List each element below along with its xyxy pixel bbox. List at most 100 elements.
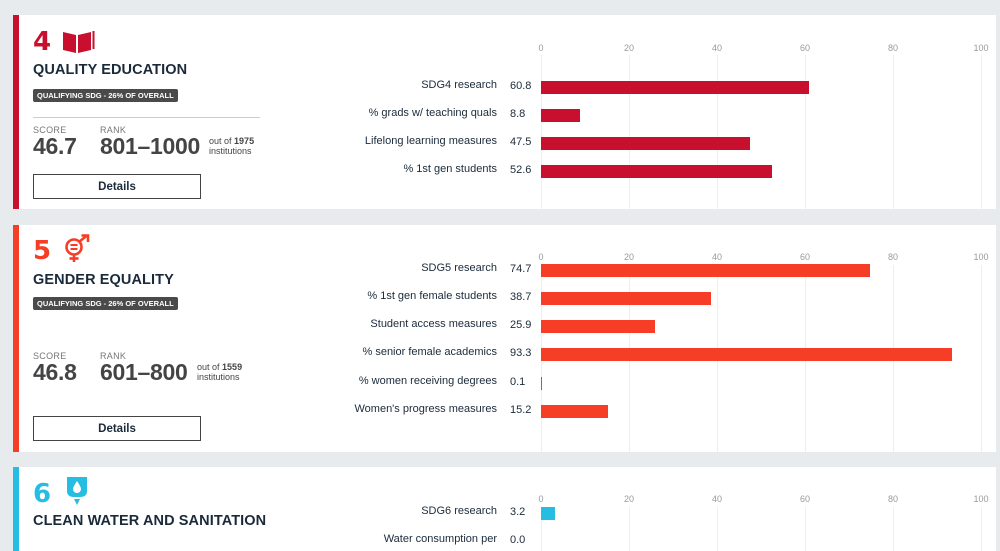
out-of-suffix: institutions [197,372,240,382]
category-label: % grads w/ teaching quals [368,107,497,119]
axis-tick-label: 100 [973,43,989,53]
axis-tick-label: 80 [887,494,899,504]
out-of-count: 1559 [222,362,243,372]
water-drop-icon [66,476,88,511]
axis-tick-label: 80 [887,252,899,262]
value-label: 25.9 [510,319,532,331]
bar [541,320,655,333]
gridline [893,55,894,209]
details-button[interactable]: Details [33,174,201,199]
gender-equality-icon [63,234,93,269]
sdg-number: 5 [33,236,52,266]
gridline [981,507,982,551]
gridline [541,55,542,209]
score-label: SCORE [33,125,67,135]
value-label: 0.1 [510,376,526,388]
rank-value: 801–1000 [100,133,200,159]
sdg-number: 4 [33,27,52,57]
rank-value: 601–800 [100,359,188,385]
axis-tick-label: 0 [538,494,544,504]
value-label: 15.2 [510,404,532,416]
value-label: 52.6 [510,164,532,176]
bar [541,81,809,94]
bar [541,507,556,520]
category-label: % women receiving degrees [358,375,497,387]
rank-out-of: out of 1975 institutions [209,136,254,156]
sdg-card-gender-equality: 5 GENDER EQUALITY QUALIFYING SDG - 26% O… [13,225,996,452]
category-label: SDG6 research [421,505,497,517]
value-label: 93.3 [510,347,532,359]
details-button[interactable]: Details [33,416,201,441]
gridline [717,507,718,551]
axis-tick-label: 60 [799,252,811,262]
bar-chart-sdg6: 0 20 40 60 80 100 SDG6 research 3.2 Water consum… [19,467,996,551]
bar [541,264,870,277]
score-value: 46.7 [33,133,77,159]
category-label: Women's progress measures [354,403,497,415]
value-label: 74.7 [510,263,532,275]
gridline [717,55,718,209]
gridline [541,507,542,551]
bar [541,109,580,122]
category-label: Lifelong learning measures [364,135,497,147]
axis-tick-label: 40 [711,252,723,262]
bar [541,137,750,150]
axis-tick-label: 80 [887,43,899,53]
category-label: SDG5 research [421,262,497,274]
score-label: SCORE [33,351,67,361]
rank-out-of: out of 1559 institutions [197,362,242,382]
sdg-number: 6 [33,479,52,509]
bar [541,292,712,305]
axis-tick-label: 20 [623,494,635,504]
out-of-prefix: out of [197,362,220,372]
open-book-icon [61,29,95,60]
rank-label: RANK [100,351,127,361]
rank-label: RANK [100,125,127,135]
bar [541,348,952,361]
axis-tick-label: 0 [538,43,544,53]
bar [541,377,542,390]
category-label: Water consumption per [383,533,497,545]
bar [541,405,608,418]
axis-tick-label: 20 [623,252,635,262]
divider [33,117,260,118]
bar-chart-sdg5: 0 20 40 60 80 100 SDG5 research 74.7 % 1st gen f… [19,225,996,452]
qualifying-badge: QUALIFYING SDG - 26% OF OVERALL [33,297,178,310]
category-label: Student access measures [370,318,497,330]
gridline [893,507,894,551]
value-label: 8.8 [510,108,526,120]
axis-tick-label: 40 [711,43,723,53]
gridline [629,507,630,551]
gridline [805,507,806,551]
out-of-count: 1975 [234,136,255,146]
score-value: 46.8 [33,359,77,385]
sdg-title: CLEAN WATER AND SANITATION [33,513,267,529]
sdg-card-clean-water: 6 CLEAN WATER AND SANITATION 0 20 40 60 80 10… [13,467,996,551]
value-label: 60.8 [510,80,532,92]
axis-tick-label: 100 [973,252,989,262]
bar-chart-sdg4: 0 20 40 60 80 100 SDG4 research 60.8 % grads w/ … [19,15,996,209]
axis-tick-label: 60 [799,43,811,53]
sdg-card-quality-education: 4 QUALITY EDUCATION QUALIFYING SDG - 26%… [13,15,996,209]
bar [541,165,773,178]
out-of-prefix: out of [209,136,232,146]
value-label: 0.0 [510,534,526,546]
axis-tick-label: 0 [538,252,544,262]
axis-tick-label: 20 [623,43,635,53]
category-label: % senior female academics [362,346,497,358]
sdg-title: QUALITY EDUCATION [33,62,188,78]
qualifying-badge: QUALIFYING SDG - 26% OF OVERALL [33,89,178,102]
gridline [981,55,982,209]
category-label: % 1st gen students [403,163,497,175]
value-label: 3.2 [510,506,526,518]
gridline [629,55,630,209]
category-label: % 1st gen female students [367,290,497,302]
gridline [805,55,806,209]
axis-tick-label: 40 [711,494,723,504]
gridline [981,265,982,452]
axis-tick-label: 60 [799,494,811,504]
axis-tick-label: 100 [973,494,989,504]
out-of-suffix: institutions [209,146,252,156]
category-label: SDG4 research [421,79,497,91]
sdg-title: GENDER EQUALITY [33,272,174,288]
